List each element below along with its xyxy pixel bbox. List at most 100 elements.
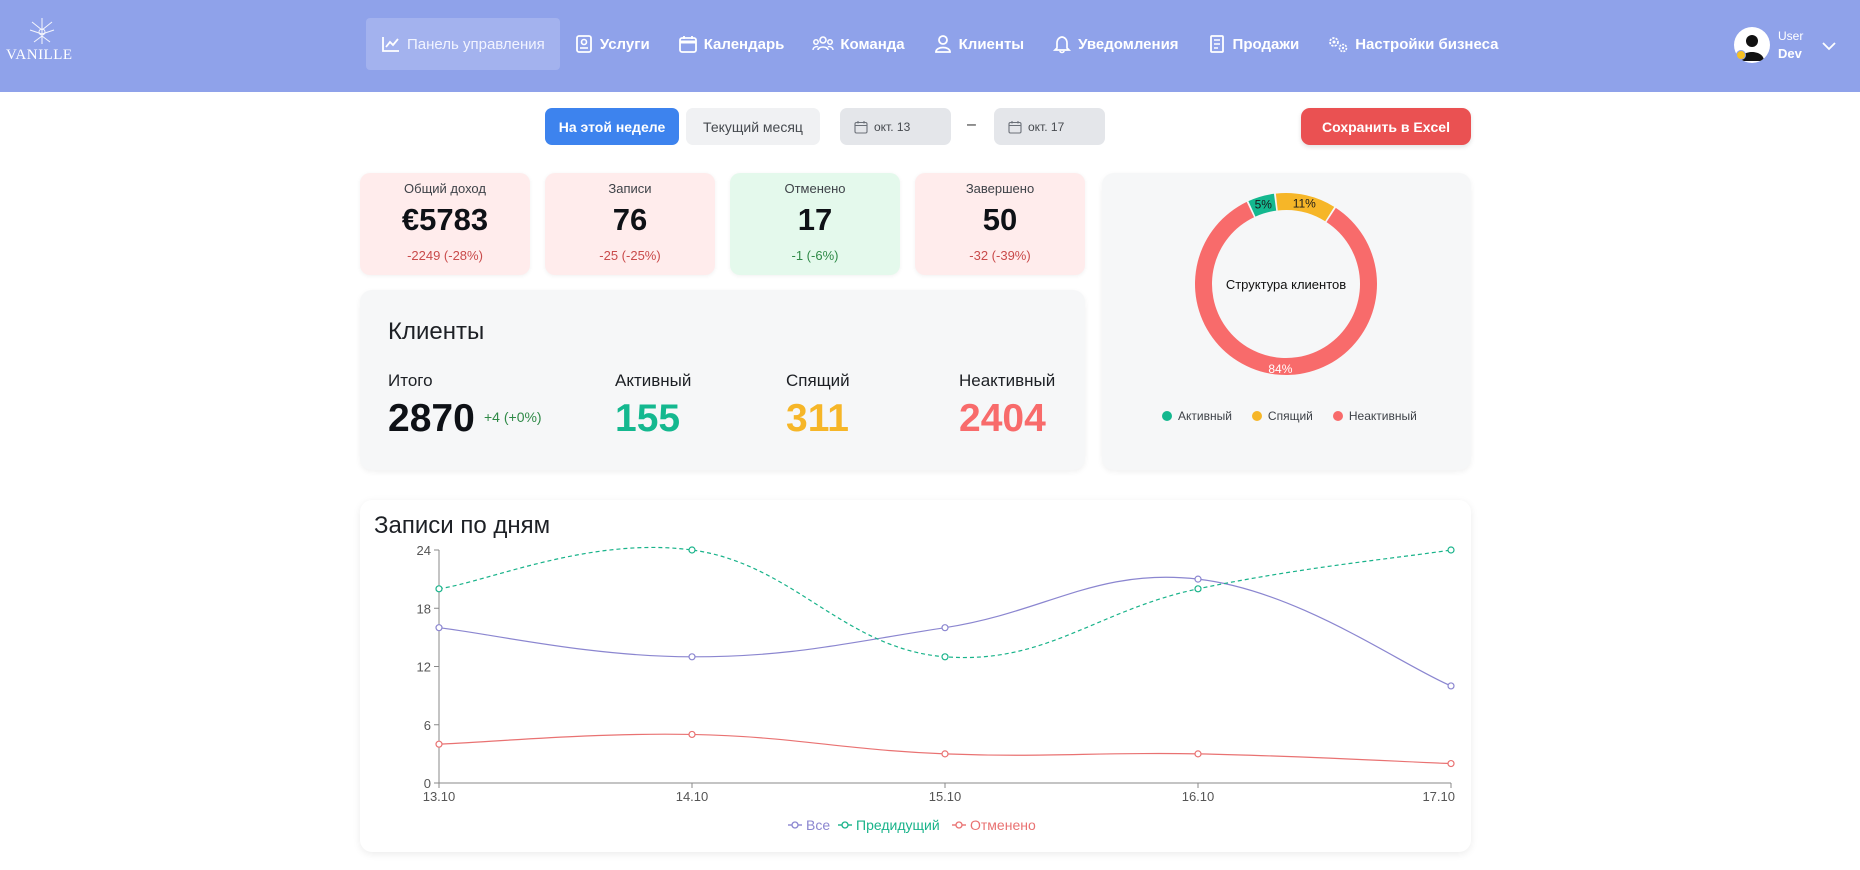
- save-excel-button[interactable]: Сохранить в Excel: [1301, 108, 1471, 145]
- data-point[interactable]: [1447, 759, 1455, 768]
- stat-delta: -32 (-39%): [969, 248, 1031, 263]
- status-badge: [1736, 50, 1746, 60]
- data-point[interactable]: [1194, 750, 1202, 758]
- date-to-value: окт. 17: [1028, 119, 1065, 134]
- legend-item-sleeping[interactable]: Спящий: [1251, 409, 1313, 423]
- data-point[interactable]: [1447, 546, 1455, 554]
- data-point[interactable]: [688, 730, 696, 739]
- clients-inactive: Неактивный 2404: [959, 371, 1055, 441]
- donut-slice-label: 5%: [1255, 198, 1273, 212]
- legend-label[interactable]: Отменено: [970, 817, 1036, 833]
- legend-label: Спящий: [1267, 409, 1313, 423]
- user-name: Dev: [1778, 46, 1802, 61]
- donut-slice-1[interactable]: [1248, 193, 1277, 217]
- logo[interactable]: VANILLE: [6, 14, 78, 74]
- nav-item-team[interactable]: Команда: [798, 18, 918, 70]
- date-to-field[interactable]: окт. 17: [994, 108, 1105, 145]
- legend-label: Активный: [1178, 409, 1232, 423]
- nav-item-label: Уведомления: [1078, 35, 1179, 53]
- current-month-button[interactable]: Текущий месяц: [686, 108, 820, 145]
- y-tick-label: 0: [424, 776, 431, 791]
- main-nav: Панель управления Услуги Календарь Коман…: [366, 18, 1513, 70]
- nav-item-label: Продажи: [1232, 35, 1300, 53]
- this-week-button[interactable]: На этой неделе: [545, 108, 679, 145]
- donut-center-title: Структура клиентов: [1226, 277, 1346, 292]
- data-point[interactable]: [688, 546, 696, 554]
- data-point[interactable]: [941, 750, 949, 758]
- y-tick-label: 6: [424, 718, 431, 733]
- clients-sleeping-label: Спящий: [786, 371, 850, 390]
- nav-item-label: Панель управления: [407, 35, 545, 53]
- nav-item-calendar[interactable]: Календарь: [664, 18, 799, 70]
- date-from-value: окт. 13: [874, 119, 911, 134]
- x-tick-label: 16.10: [1182, 789, 1215, 804]
- stat-label: Общий доход: [404, 181, 486, 196]
- chevron-down-icon[interactable]: [1820, 37, 1838, 55]
- user-role: User: [1778, 29, 1804, 43]
- legend-label[interactable]: Предидущий: [856, 817, 940, 833]
- nav-item-clients[interactable]: Клиенты: [919, 18, 1038, 70]
- data-point[interactable]: [435, 624, 443, 632]
- series-line-2: [438, 546, 1452, 659]
- data-point[interactable]: [1447, 682, 1455, 690]
- stat-label: Отменено: [784, 181, 846, 196]
- nav-item-label: Клиенты: [958, 35, 1025, 53]
- clients-total-value: 2870: [388, 397, 475, 440]
- data-point[interactable]: [941, 653, 949, 661]
- legend-dot: [1162, 411, 1172, 421]
- data-point[interactable]: [941, 624, 949, 632]
- clients-inactive-value: 2404: [959, 397, 1046, 440]
- book-icon: [575, 35, 592, 53]
- receipt-icon: [1209, 35, 1224, 53]
- clients-total-label: Итого: [388, 371, 433, 390]
- nav-item-business-settings[interactable]: Настройки бизнеса: [1313, 18, 1512, 70]
- x-tick-label: 13.10: [423, 789, 456, 804]
- nav-item-label: Услуги: [599, 35, 650, 53]
- clients-sleeping-value: 311: [786, 397, 849, 440]
- stat-label: Записи: [608, 181, 652, 196]
- nav-item-dashboard[interactable]: Панель управления: [366, 18, 560, 70]
- series-line-1: [438, 576, 1452, 687]
- clients-total-delta: +4 (+0%): [484, 409, 542, 425]
- clients-title: Клиенты: [388, 318, 485, 345]
- data-point[interactable]: [1194, 575, 1202, 583]
- client-structure-donut: 5% 11% 84% Структура клиентов: [1195, 193, 1377, 376]
- x-tick-label: 17.10: [1422, 789, 1455, 804]
- chart-line-icon: [382, 37, 399, 52]
- stat-delta: -1 (-6%): [791, 248, 839, 263]
- nav-item-services[interactable]: Услуги: [560, 18, 664, 70]
- stat-card-cancelled: Отменено 17 -1 (-6%): [730, 173, 900, 275]
- nav-item-sales[interactable]: Продажи: [1193, 18, 1314, 70]
- data-point[interactable]: [1194, 585, 1202, 593]
- user-avatar-icon: [1740, 35, 1764, 61]
- date-separator: –: [967, 116, 976, 133]
- donut-slice-2[interactable]: [1275, 193, 1335, 222]
- vanille-logo-icon: [29, 18, 55, 44]
- stat-card-completed: Завершено 50 -32 (-39%): [915, 173, 1085, 275]
- legend-item-inactive[interactable]: Неактивный: [1332, 409, 1417, 423]
- calendar-icon: [1008, 120, 1022, 134]
- stat-delta: -25 (-25%): [599, 248, 661, 263]
- y-tick-label: 18: [417, 601, 431, 616]
- data-point[interactable]: [435, 740, 443, 748]
- team-icon: [812, 36, 835, 51]
- legend-item-active[interactable]: Активный: [1162, 409, 1232, 423]
- gears-icon: [1329, 37, 1348, 53]
- clients-sleeping: Спящий 311: [786, 371, 850, 441]
- series-line-3: [438, 733, 1452, 765]
- nav-item-label: Календарь: [703, 35, 785, 53]
- donut-slice-label: 11%: [1293, 197, 1316, 211]
- appointments-by-day-card: Записи по дням 0 6 12 18 24 13.10 14.10 15.10 16…: [360, 500, 1471, 852]
- date-from-field[interactable]: окт. 13: [840, 108, 951, 145]
- legend-dot: [1251, 411, 1262, 421]
- legend-marker: [955, 821, 963, 829]
- nav-item-notifications[interactable]: Уведомления: [1038, 18, 1192, 70]
- stat-value: €5783: [401, 202, 489, 237]
- appointments-line-chart: 0 6 12 18 24 13.10 14.10 15.10 16.10 17.10 Все Пред…: [417, 543, 1455, 833]
- stat-value: 17: [797, 202, 833, 237]
- legend-label[interactable]: Все: [806, 817, 830, 833]
- data-point[interactable]: [435, 585, 443, 593]
- x-tick-label: 14.10: [676, 789, 709, 804]
- clients-card: Клиенты Итого 2870 +4 (+0%) Активный 155…: [360, 290, 1085, 470]
- data-point[interactable]: [688, 653, 696, 661]
